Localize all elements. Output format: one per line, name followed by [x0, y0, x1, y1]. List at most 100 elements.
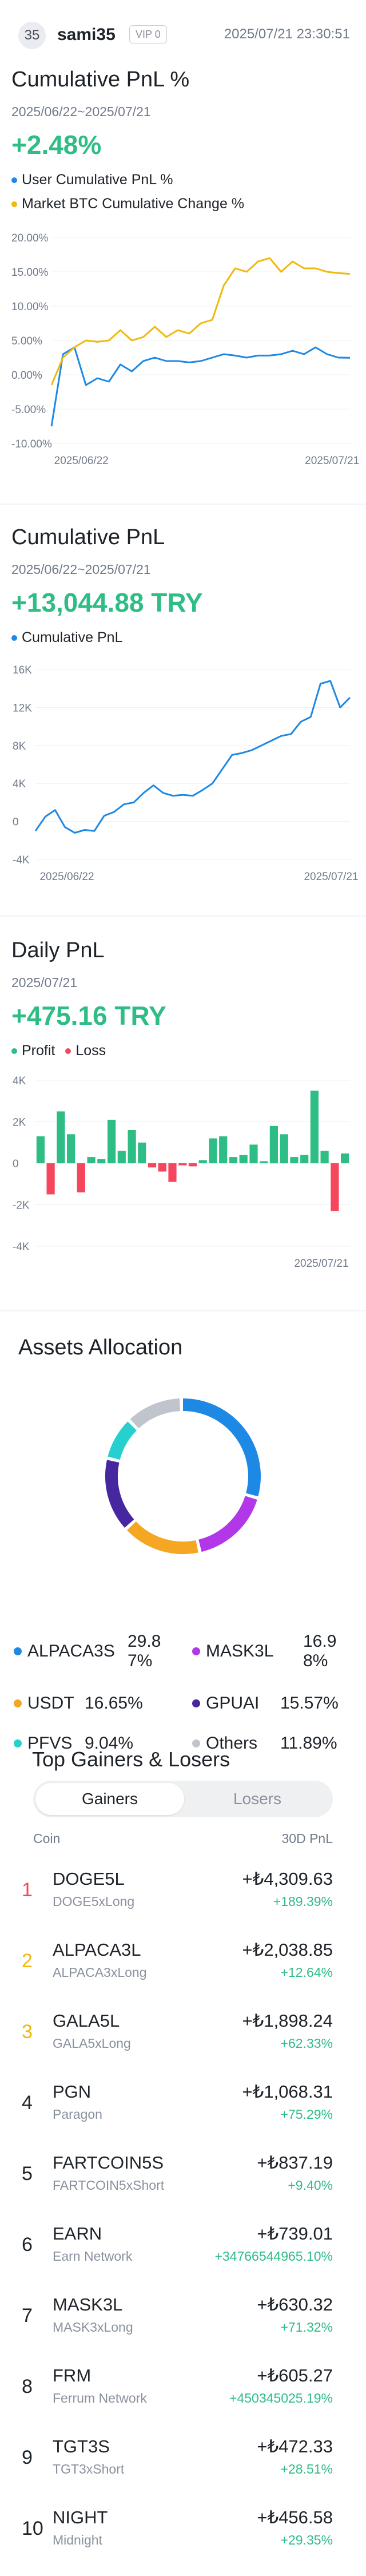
- x-tick-label: 2025/06/22: [39, 871, 94, 883]
- rank: 4: [22, 2092, 33, 2114]
- profit-bar: [108, 1119, 116, 1163]
- y-tick-label: -2K: [13, 1200, 30, 1212]
- timestamp: 2025/07/21 23:30:51: [224, 26, 350, 42]
- pnl-percent: +62.33%: [280, 2036, 333, 2051]
- alloc-label: GPUAI: [206, 1694, 260, 1713]
- alloc-item-gpuai[interactable]: GPUAI 15.57%: [192, 1694, 339, 1713]
- alloc-dot-icon: [14, 1699, 22, 1707]
- table-row[interactable]: 10 NIGHT Midnight +₺456.58 +29.35%: [0, 2499, 366, 2562]
- daily-chart: 4K 2K 0 -2K -4K 2025/07/21: [13, 1075, 350, 1270]
- alloc-item-others[interactable]: Others 11.89%: [192, 1734, 337, 1753]
- y-tick-label: -4K: [13, 854, 30, 866]
- pnl-value: +₺456.58: [257, 2507, 333, 2527]
- coin-symbol: FRM: [53, 2365, 92, 2385]
- cum-try-date-range: 2025/06/22~2025/07/21: [11, 562, 151, 577]
- daily-title: Daily PnL: [11, 938, 105, 962]
- assets-donut-chart: [105, 1398, 261, 1555]
- cum-pct-value: +2.48%: [11, 130, 102, 160]
- profit-bar: [36, 1136, 45, 1163]
- gainers-title: Top Gainers & Losers: [32, 1747, 230, 1771]
- loss-bar: [331, 1163, 339, 1211]
- rank: 7: [22, 2305, 33, 2327]
- table-row[interactable]: 9 TGT3S TGT3xShort +₺472.33 +28.51%: [0, 2428, 366, 2491]
- pnl-value: +₺630.32: [257, 2294, 333, 2315]
- col-header-coin: Coin: [33, 1831, 61, 1846]
- table-row[interactable]: 8 FRM Ferrum Network +₺605.27 +450345025.19%: [0, 2357, 366, 2420]
- profit-bar: [138, 1142, 146, 1164]
- y-tick-label: -4K: [13, 1241, 30, 1253]
- coin-name: FARTCOIN5xShort: [53, 2178, 165, 2193]
- profit-bar: [57, 1111, 65, 1163]
- table-row[interactable]: 6 EARN Earn Network +₺739.01 +34766544965.10…: [0, 2216, 366, 2278]
- divider: [0, 916, 366, 917]
- rank: 9: [22, 2447, 33, 2468]
- table-row[interactable]: 5 FARTCOIN5S FARTCOIN5xShort +₺837.19 +9.40%: [0, 2145, 366, 2208]
- profit-bar: [97, 1159, 106, 1164]
- coin-symbol: EARN: [53, 2224, 102, 2244]
- y-tick-label: 15.00%: [11, 267, 49, 279]
- alloc-item-pfvs[interactable]: PFVS 9.04%: [14, 1734, 133, 1753]
- y-tick-label: 0: [13, 1158, 19, 1170]
- alloc-dot-icon: [14, 1647, 22, 1655]
- table-row[interactable]: 7 MASK3L MASK3xLong +₺630.32 +71.32%: [0, 2286, 366, 2349]
- loss-bar: [148, 1163, 157, 1168]
- donut-slice: [182, 1398, 261, 1497]
- coin-name: MASK3xLong: [53, 2320, 133, 2335]
- coin-symbol: DOGE5L: [53, 1869, 125, 1889]
- pnl-value: +₺1,898.24: [242, 2011, 333, 2031]
- profit-bar: [300, 1155, 309, 1163]
- alloc-dot-icon: [192, 1739, 200, 1747]
- divider: [0, 1310, 366, 1311]
- x-tick-label: 2025/07/21: [305, 455, 359, 467]
- coin-symbol: TGT3S: [53, 2436, 110, 2456]
- pnl-value: +₺4,309.63: [242, 1869, 333, 1889]
- rank: 1: [22, 1879, 33, 1901]
- alloc-pct: 15.57%: [280, 1694, 339, 1713]
- coin-symbol: GALA5L: [53, 2011, 120, 2031]
- alloc-pct: 9.04%: [85, 1734, 134, 1753]
- col-header-pnl: 30D PnL: [281, 1831, 333, 1846]
- donut-slice: [105, 1460, 134, 1528]
- alloc-label: MASK3L: [206, 1642, 274, 1660]
- loss-bar: [178, 1163, 187, 1166]
- daily-value: +475.16 TRY: [11, 1001, 166, 1031]
- table-row[interactable]: 2 ALPACA3L ALPACA3xLong +₺2,038.85 +12.64%: [0, 1932, 366, 1995]
- profit-bar: [219, 1136, 228, 1163]
- daily-date: 2025/07/21: [11, 975, 78, 990]
- profit-bar: [239, 1155, 248, 1163]
- table-row[interactable]: 1 DOGE5L DOGE5xLong +₺4,309.63 +189.39%: [0, 1861, 366, 1924]
- y-tick-label: 0: [13, 817, 19, 829]
- alloc-item-usdt[interactable]: USDT 16.65%: [14, 1694, 143, 1713]
- table-row[interactable]: 3 GALA5L GALA5xLong +₺1,898.24 +62.33%: [0, 2003, 366, 2066]
- avatar[interactable]: 35: [18, 22, 46, 49]
- y-tick-label: 2K: [13, 1117, 26, 1129]
- alloc-item-mask3l[interactable]: MASK3L 16.98%: [192, 1632, 355, 1671]
- coin-name: Ferrum Network: [53, 2391, 147, 2405]
- legend-label: Cumulative PnL: [22, 629, 123, 645]
- x-tick-label: 2025/07/21: [304, 871, 358, 883]
- legend-label: Market BTC Cumulative Change %: [22, 196, 245, 212]
- y-tick-label: 8K: [13, 740, 26, 752]
- cum-try-value: +13,044.88 TRY: [11, 588, 203, 617]
- legend-label-profit: Profit: [22, 1043, 55, 1059]
- y-tick-label: -10.00%: [11, 438, 52, 450]
- profit-bar: [280, 1134, 288, 1164]
- alloc-item-alpaca3s[interactable]: ALPACA3S 29.87%: [14, 1632, 168, 1671]
- pnl-percent: +450345025.19%: [229, 2391, 333, 2405]
- cum-pct-date-range: 2025/06/22~2025/07/21: [11, 104, 151, 119]
- tab-losers[interactable]: Losers: [233, 1790, 282, 1808]
- profit-bar: [229, 1157, 238, 1163]
- donut-slice: [108, 1421, 137, 1460]
- donut-slice: [198, 1496, 257, 1552]
- tab-gainers[interactable]: Gainers: [35, 1783, 184, 1815]
- coin-name: TGT3xShort: [53, 2462, 125, 2476]
- rank: 8: [22, 2376, 33, 2397]
- alloc-label: Others: [206, 1734, 258, 1753]
- pnl-percent: +189.39%: [273, 1894, 333, 1909]
- table-row[interactable]: 4 PGN Paragon +₺1,068.31 +75.29%: [0, 2074, 366, 2137]
- profit-bar: [260, 1161, 268, 1163]
- header: 35 sami35 VIP 0 2025/07/21 23:30:51: [0, 0, 366, 68]
- x-tick-label: 2025/06/22: [54, 455, 109, 467]
- loss-bar: [46, 1163, 55, 1195]
- rank: 2: [22, 1950, 33, 1972]
